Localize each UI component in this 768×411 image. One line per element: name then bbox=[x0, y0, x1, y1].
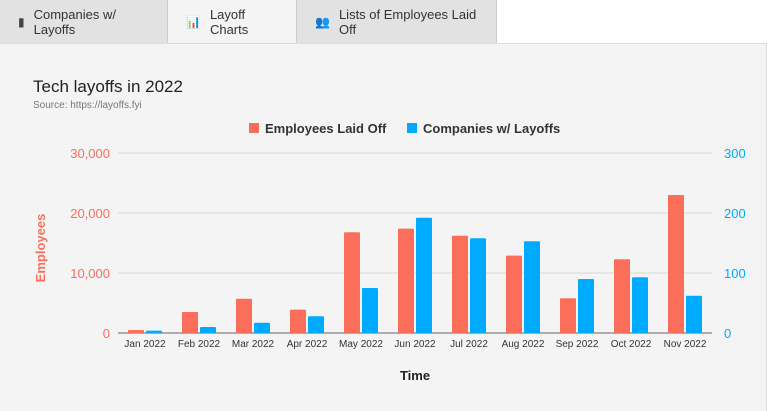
bar-employees bbox=[290, 309, 306, 333]
legend-swatch-companies bbox=[407, 123, 417, 133]
bar-employees bbox=[236, 298, 252, 333]
bar-employees bbox=[344, 232, 360, 333]
x-tick-label: Sep 2022 bbox=[556, 339, 599, 350]
bar-companies bbox=[146, 330, 162, 333]
y-axis-title: Employees bbox=[33, 214, 48, 283]
bar-employees bbox=[398, 228, 414, 333]
bar-chart-icon: 📊 bbox=[186, 14, 201, 29]
y-tick-right: 0 bbox=[724, 326, 731, 341]
legend-swatch-employees bbox=[249, 123, 259, 133]
bar-employees bbox=[452, 235, 468, 333]
bar-companies bbox=[524, 241, 540, 333]
chart-panel bbox=[0, 43, 767, 411]
x-tick-label: Oct 2022 bbox=[611, 339, 652, 350]
tab-layoff-charts[interactable]: 📊 Layoff Charts bbox=[168, 0, 297, 43]
tab-label: Companies w/ Layoffs bbox=[33, 6, 116, 37]
x-tick-label: Nov 2022 bbox=[664, 339, 707, 350]
x-tick-label: May 2022 bbox=[339, 339, 383, 350]
x-tick-label: Aug 2022 bbox=[502, 339, 545, 350]
bar-companies bbox=[200, 327, 216, 333]
bar-companies bbox=[686, 295, 702, 333]
bar-employees bbox=[668, 195, 684, 333]
building-icon: ▮ bbox=[18, 14, 25, 29]
bar-companies bbox=[578, 279, 594, 333]
chart-title: Tech layoffs in 2022 bbox=[33, 77, 183, 96]
y-tick-left: 20,000 bbox=[70, 206, 110, 221]
x-tick-label: Jan 2022 bbox=[124, 339, 166, 350]
x-tick-label: Feb 2022 bbox=[178, 339, 221, 350]
bar-companies bbox=[254, 322, 270, 333]
tab-companies[interactable]: ▮ Companies w/ Layoffs bbox=[0, 0, 168, 43]
tab-employee-lists[interactable]: 👥 Lists of Employees Laid Off bbox=[297, 0, 497, 43]
bar-companies bbox=[362, 288, 378, 333]
y-tick-right: 200 bbox=[724, 206, 746, 221]
bar-companies bbox=[470, 238, 486, 333]
bar-employees bbox=[182, 312, 198, 333]
y-tick-right: 100 bbox=[724, 266, 746, 281]
x-axis-title: Time bbox=[400, 368, 430, 383]
bar-companies bbox=[308, 316, 324, 333]
bar-employees bbox=[506, 255, 522, 333]
y-tick-left: 30,000 bbox=[70, 146, 110, 161]
bar-employees bbox=[560, 298, 576, 333]
tab-label: Lists of Employees Laid Off bbox=[338, 6, 477, 37]
tab-bar: ▮ Companies w/ Layoffs 📊 Layoff Charts 👥 Li… bbox=[0, 0, 497, 44]
legend-label-employees: Employees Laid Off bbox=[265, 121, 387, 136]
tab-label: Layoff Charts bbox=[209, 6, 249, 37]
x-tick-label: Jul 2022 bbox=[450, 339, 488, 350]
bar-employees bbox=[614, 259, 630, 333]
users-icon: 👥 bbox=[315, 14, 330, 29]
bar-employees bbox=[128, 330, 144, 333]
chart-subtitle: Source: https://layoffs.fyi bbox=[33, 100, 142, 111]
legend-label-companies: Companies w/ Layoffs bbox=[423, 121, 560, 136]
x-tick-label: Mar 2022 bbox=[232, 339, 275, 350]
x-tick-label: Apr 2022 bbox=[287, 339, 328, 350]
y-tick-right: 300 bbox=[724, 146, 746, 161]
bar-companies bbox=[632, 277, 648, 333]
x-tick-label: Jun 2022 bbox=[394, 339, 436, 350]
y-tick-left: 0 bbox=[103, 326, 110, 341]
bar-companies bbox=[416, 217, 432, 333]
y-tick-left: 10,000 bbox=[70, 266, 110, 281]
